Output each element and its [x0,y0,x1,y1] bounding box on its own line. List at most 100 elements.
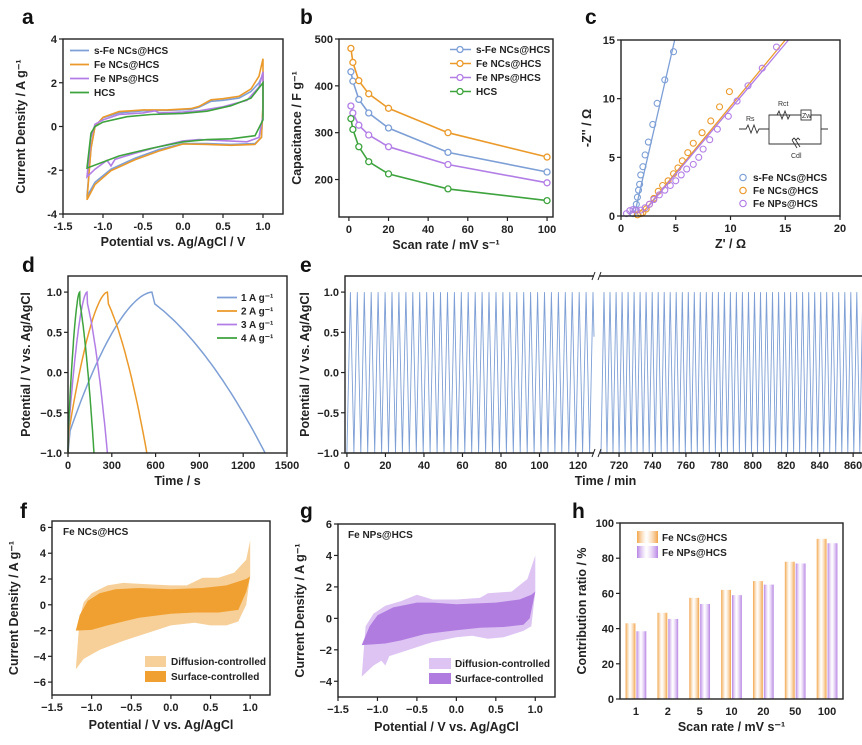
annotation-label: Fe NCs@HCS [63,527,129,538]
x-tick-label: 300 [103,460,121,472]
legend-label: Fe NPs@HCS [662,548,727,559]
x-tick-label: 780 [710,460,728,472]
data-point [444,148,452,157]
x-tick-label: 0 [346,224,352,236]
axis-break-bottom [594,449,600,457]
x-tick-label: −1.5 [327,704,349,716]
data-point [672,177,680,185]
data-point [661,76,669,84]
x-tick-label: 80 [501,224,513,236]
bar-0 [752,581,763,699]
x-tick-label: 20 [834,223,846,235]
y-tick-label: 0 [609,211,615,223]
data-point [355,121,363,129]
gcd-curve-1 [67,291,148,454]
cycling-curve-segment-0 [346,292,595,454]
legend-swatch [429,673,451,684]
series-line-0 [350,71,548,173]
data-point [653,99,661,107]
data-point [698,129,706,137]
x-tick-label: 0 [65,460,71,472]
y-axis-label: Current Density / A g⁻¹ [14,59,28,193]
panel-label-g: g [300,500,313,523]
cv-curve-1 [86,58,264,201]
y-tick-label: 0.5 [324,327,339,339]
legend-marker [456,87,464,96]
plot-frame [51,520,271,696]
x-tick-label: 10 [725,706,737,718]
panel-label-f: f [20,500,28,523]
legend-label: Fe NCs@HCS [94,60,160,71]
legend-marker [456,59,464,68]
x-tick-label: −0.5 [406,704,428,716]
y-tick-label: 20 [602,659,614,671]
legend-marker [739,199,747,208]
data-point [706,136,714,144]
legend-label: Fe NCs@HCS [476,59,542,70]
data-point [626,207,634,215]
fit-line-0 [633,39,676,217]
plot-frame [62,38,284,215]
data-point [347,68,355,76]
y-tick-label: 0.0 [324,368,339,380]
bar-1 [795,563,806,699]
circuit-label: Cdl [791,153,802,160]
y-tick-label: 200 [315,175,333,187]
legend-swatch [637,531,658,543]
panel-f: −6 −4 −2 0 2 4 6 −1.5 −1.0 −0.5 0.0 0.5 1.0 Potential… [7,520,271,732]
x-tick-label: 40 [418,460,430,472]
y-axis-label: -Z'' / Ω [580,109,594,147]
y-tick-label: 6 [326,519,332,531]
bar-0 [816,538,827,699]
x-tick-label: 100 [818,706,836,718]
data-point [444,129,452,137]
data-point [695,153,703,161]
y-tick-label: −0.5 [317,408,339,420]
x-tick-label: 1 [633,706,639,718]
bar-0 [657,612,668,699]
circuit-label: Zw [802,113,812,120]
bar-0 [721,589,731,699]
x-tick-label: 2 [665,706,671,718]
bar-0 [625,623,636,699]
legend-label: 3 A g⁻¹ [241,320,274,331]
y-tick-label: 0 [326,613,332,625]
data-point [684,149,692,157]
x-tick-label: 15 [779,223,791,235]
x-axis-label: Potential / V vs. Ag/AgCl [374,720,519,734]
x-tick-label: 0.5 [488,704,503,716]
x-tick-label: 50 [789,706,801,718]
y-axis-label: Current Density / A g⁻¹ [293,543,307,677]
data-point [641,151,649,159]
x-tick-label: 20 [379,460,391,472]
data-point [644,138,652,146]
data-point [645,200,654,208]
x-tick-label: 40 [422,224,434,236]
cv-curve-0 [86,73,264,197]
data-point [543,153,551,161]
x-axis-label: Z' / Ω [715,237,746,251]
y-axis-label: Potential / V vs. Ag/AgCl [19,292,33,437]
x-tick-label: -0.5 [134,221,153,233]
data-point [707,117,715,125]
x-tick-label: 20 [757,706,769,718]
y-tick-label: 0 [51,122,57,134]
data-point [678,157,686,165]
gcd-curve-0 [67,291,266,454]
annotation-label: Fe NPs@HCS [348,530,413,541]
data-point [689,160,697,168]
y-tick-label: 80 [602,553,614,565]
data-point [543,168,551,176]
legend-label: Diffusion-controlled [455,659,550,670]
x-tick-label: 100 [538,224,556,236]
x-tick-label: 60 [456,460,468,472]
plot-frame [344,275,862,454]
data-point [384,124,393,132]
data-point [365,90,373,98]
plot-frame [67,275,288,454]
panel-b: 200 300 400 500 0 20 40 60 80 100 Scan rate / mV s… [290,34,556,252]
series-line-2 [350,105,548,184]
legend-label: Fe NPs@HCS [753,199,818,210]
legend-label: HCS [94,88,115,99]
